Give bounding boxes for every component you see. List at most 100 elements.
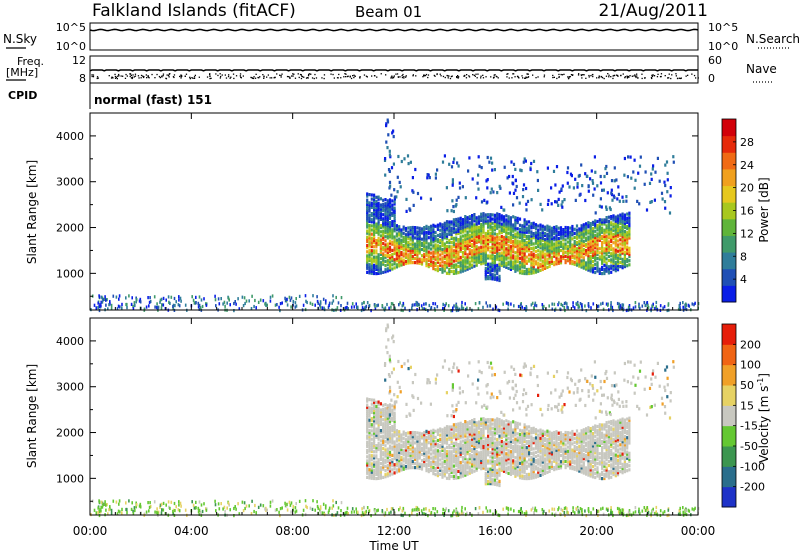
noise-left-label: N.Sky — [3, 32, 37, 46]
nave-point — [436, 73, 438, 75]
heatmap-cell — [539, 231, 542, 235]
heatmap-cell — [534, 231, 538, 235]
heatmap-cell — [598, 226, 601, 230]
nave-point — [412, 75, 414, 77]
heatmap-cell — [586, 174, 589, 178]
heatmap-cell — [425, 458, 428, 462]
heatmap-cell — [530, 257, 533, 261]
heatmap-cell — [366, 444, 369, 449]
heatmap-cell — [393, 417, 396, 421]
heatmap-cell — [473, 246, 476, 250]
heatmap-cell — [539, 254, 542, 258]
nave-point — [527, 76, 529, 78]
heatmap-cell — [388, 231, 392, 235]
heatmap-cell — [548, 256, 551, 260]
nave-point — [608, 76, 610, 78]
heatmap-cell — [569, 261, 572, 265]
heatmap-cell — [491, 221, 494, 225]
heatmap-cell — [468, 237, 471, 241]
heatmap-cell — [482, 448, 485, 452]
heatmap-cell — [518, 223, 522, 227]
heatmap-cell — [423, 433, 426, 437]
heatmap-cell — [398, 243, 401, 247]
heatmap-cell — [489, 440, 492, 444]
heatmap-cell — [390, 305, 392, 309]
heatmap-cell — [455, 437, 458, 441]
heatmap-cell — [386, 120, 390, 124]
heatmap-cell — [466, 234, 469, 238]
heatmap-cell — [461, 470, 465, 474]
heatmap-cell — [384, 270, 387, 274]
heatmap-cell — [455, 460, 458, 464]
heatmap-cell — [461, 218, 465, 222]
heatmap-cell — [370, 236, 373, 240]
heatmap-cell — [498, 223, 501, 227]
heatmap-cell — [370, 466, 373, 470]
heatmap-cell — [602, 188, 605, 192]
heatmap-cell — [436, 266, 439, 271]
heatmap-cell — [398, 237, 401, 241]
heatmap-cell — [532, 271, 535, 275]
heatmap-cell — [546, 259, 549, 263]
heatmap-cell — [537, 261, 540, 265]
heatmap-cell — [391, 447, 394, 451]
heatmap-cell — [382, 438, 385, 442]
heatmap-cell — [409, 248, 412, 252]
heatmap-cell — [100, 304, 102, 308]
heatmap-cell — [395, 226, 398, 230]
nave-point — [258, 77, 260, 79]
heatmap-cell — [569, 257, 572, 261]
heatmap-cell — [487, 428, 490, 432]
heatmap-cell — [434, 268, 437, 272]
heatmap-cell — [471, 218, 474, 222]
heatmap-cell — [580, 224, 583, 228]
heatmap-cell — [425, 233, 428, 237]
heatmap-cell — [607, 246, 610, 250]
heatmap-cell — [423, 439, 426, 443]
heatmap-cell — [450, 247, 453, 251]
heatmap-cell — [388, 201, 392, 205]
heatmap-cell — [436, 469, 439, 474]
heatmap-cell — [621, 233, 624, 237]
heatmap-cell — [563, 301, 566, 306]
heatmap-cell — [616, 266, 620, 270]
heatmap-cell — [498, 264, 501, 268]
heatmap-cell — [455, 425, 458, 429]
nave-point — [289, 77, 291, 79]
heatmap-cell — [487, 237, 490, 242]
heatmap-cell — [516, 247, 519, 251]
heatmap-cell — [455, 217, 458, 222]
heatmap-cell — [566, 232, 569, 236]
nave-point — [345, 73, 347, 75]
heatmap-cell — [370, 259, 373, 263]
heatmap-cell — [375, 417, 378, 421]
heatmap-cell — [587, 268, 590, 272]
nave-point — [116, 78, 118, 80]
heatmap-cell — [377, 410, 380, 414]
heatmap-cell — [432, 264, 435, 269]
heatmap-cell — [561, 184, 564, 188]
heatmap-cell — [448, 271, 451, 276]
heatmap-cell — [566, 257, 569, 261]
heatmap-cell — [373, 437, 376, 441]
nave-point — [221, 74, 223, 76]
heatmap-cell — [386, 459, 389, 464]
heatmap-cell — [587, 243, 590, 247]
heatmap-cell — [411, 242, 414, 246]
heatmap-cell — [464, 469, 467, 473]
heatmap-cell — [585, 228, 588, 232]
heatmap-cell — [379, 470, 382, 474]
heatmap-cell — [434, 460, 437, 464]
heatmap-cell — [521, 236, 524, 240]
nave-point — [600, 75, 603, 78]
heatmap-cell — [416, 191, 420, 196]
heatmap-cell — [328, 303, 330, 307]
heatmap-cell — [386, 435, 389, 439]
heatmap-cell — [459, 469, 462, 473]
heatmap-cell — [400, 240, 403, 244]
heatmap-cell — [448, 468, 451, 472]
heatmap-cell — [457, 244, 460, 248]
heatmap-cell — [393, 195, 396, 199]
heatmap-cell — [434, 452, 437, 456]
heatmap-cell — [459, 227, 462, 231]
